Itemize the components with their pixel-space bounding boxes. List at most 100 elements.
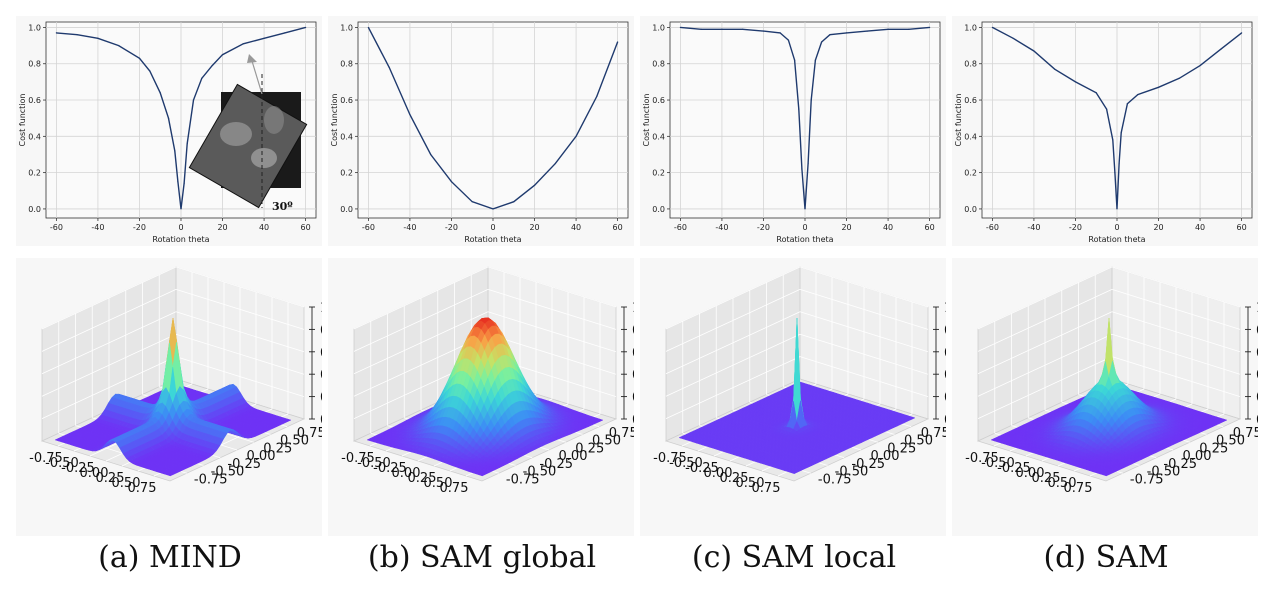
surface-plot-sam-local: 0.00.20.40.60.81.0-0.75-0.50-0.250.000.2… [653,266,946,496]
data-point [159,92,161,94]
data-point [180,208,182,210]
data-point [55,32,57,34]
x-tick-label: 0.00 [704,466,733,481]
z-tick-label: 0.4 [320,368,322,383]
z-tick-label: 1.0 [944,301,946,316]
surface-panel-sam-global: 0.00.20.40.60.81.0-0.75-0.50-0.250.000.2… [328,258,634,536]
y-axis-label: Cost function [18,93,27,146]
y-tick-label: 0.2 [340,169,353,178]
rotation-inset-image [188,54,308,209]
pane-gridline [665,311,801,375]
data-point [513,201,515,203]
data-point [1118,162,1120,165]
x-axis-label: Rotation theta [1088,235,1145,244]
z-tick-label: 0.8 [320,323,322,338]
pane-gridline [799,289,929,330]
data-point [1116,208,1118,210]
data-point [845,32,848,34]
line-panel-sam-global: -60 -40 -20 0 20 40 60 0.0 0.2 0.4 0.6 0.8 1.0 Rotati… [328,16,634,246]
data-point [908,28,910,30]
data-point [305,26,307,29]
y-tick-label: -0.75 [818,472,852,487]
x-tick-label: 0.50 [736,476,765,491]
pane-gridline [665,333,801,397]
surface-plot-mind: 0.00.20.40.60.81.0-0.75-0.50-0.250.000.2… [29,266,322,496]
y-tick-label: 0.4 [340,132,353,141]
y-tick-label: 0.2 [28,169,41,178]
data-point [492,208,494,210]
x-tick-label: 0.00 [392,466,421,481]
y-tick-label: -0.75 [506,472,540,487]
x-tick-label: -60 [986,223,999,232]
y-tick-label: -0.50 [211,465,245,480]
x-tick-label: 60 [925,223,935,232]
x-tick-label: 60 [1237,223,1247,232]
data-point [779,32,781,34]
data-point [471,201,473,203]
x-tick-label: 0 [490,223,495,232]
z-tick-label: 0.4 [632,368,634,383]
pane-gridline [799,333,929,375]
z-tick-label: 0.2 [632,391,634,406]
x-tick-label: 60 [613,223,623,232]
line-chart-sam-global: -60 -40 -20 0 20 40 600.00.20.40.60.81.0Rotati… [330,21,629,244]
z-tick-label: 0.2 [320,391,322,406]
y-tick-label: 0.75 [609,426,634,441]
x-tick-label: -20 [1069,223,1082,232]
x-tick-label: 20 [1153,223,1163,232]
x-tick-label: 40 [571,223,581,232]
pane-gridline [1111,311,1241,353]
z-tick-label: 0.2 [944,391,946,406]
data-point [804,208,806,210]
x-tick-label: -60 [50,223,63,232]
line-chart-sam-local: -60 -40 -20 0 20 40 600.00.20.40.60.81.0Rotati… [642,21,941,244]
x-tick-label: 0.25 [408,471,437,486]
data-point [1120,132,1122,134]
y-tick-label: 0.4 [28,132,41,141]
data-point [1157,86,1160,88]
surface-patch [478,472,487,477]
pane-gridline [1111,266,1241,308]
pane-gridline [41,289,177,352]
z-tick-label: 0.0 [944,413,946,428]
x-tick-label: 0 [802,223,807,232]
y-tick-label: 1.0 [340,23,353,32]
data-point [149,70,151,72]
y-tick-label: 0.0 [652,205,665,214]
data-point [138,57,141,59]
surface-plot-sam-global: 0.00.20.40.60.81.0-0.75-0.50-0.250.000.2… [341,266,634,496]
x-tick-label: -20 [133,223,146,232]
pane-gridline [665,289,801,352]
x-tick-label: 0.75 [128,481,157,496]
line-chart-sam: -60 -40 -20 0 20 40 600.00.20.40.60.81.0Rotati… [954,21,1253,244]
data-point [1033,50,1035,52]
x-axis-label: Rotation theta [776,235,833,244]
data-point [807,162,809,165]
x-tick-label: 40 [1195,223,1205,232]
x-tick-label: 20 [217,223,227,232]
x-tick-label: 0.75 [752,481,781,496]
y-axis-label: Cost function [642,93,651,146]
data-point [929,26,931,29]
data-point [810,99,812,101]
data-point [1220,48,1222,50]
x-axis-label: Rotation theta [152,235,209,244]
data-point [794,59,796,61]
y-tick-label: 0.6 [28,96,41,105]
pane-gridline [353,311,489,375]
data-point [186,142,188,145]
z-tick-label: 1.0 [632,301,634,316]
data-point [721,28,723,30]
x-tick-label: -0.50 [45,456,79,471]
z-tick-label: 0.6 [944,346,946,361]
data-point [388,66,390,68]
x-tick-label: -20 [757,223,770,232]
x-tick-label: 40 [883,223,893,232]
z-tick-label: 0.6 [632,346,634,361]
z-tick-label: 0.4 [944,368,946,383]
pane-gridline [175,311,305,353]
x-tick-label: -0.25 [61,461,95,476]
z-tick-label: 0.8 [944,323,946,338]
x-tick-label: 40 [259,223,269,232]
y-tick-label: 0.6 [652,96,665,105]
